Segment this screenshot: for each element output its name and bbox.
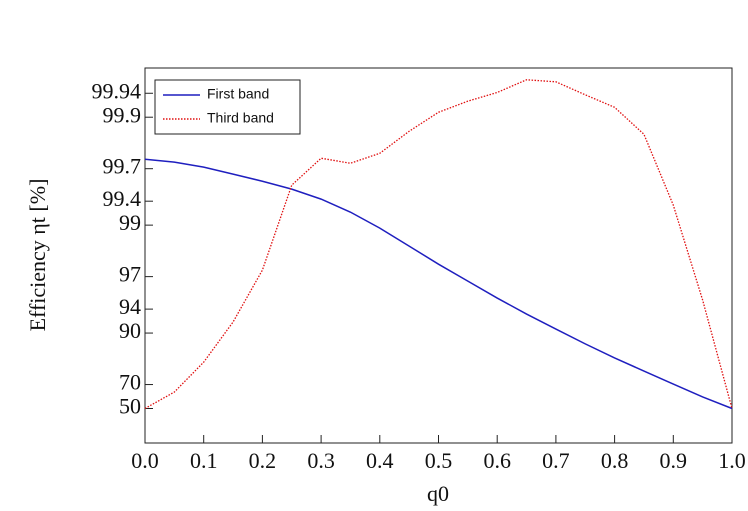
x-tick-label: 0.6 xyxy=(483,448,511,473)
x-axis-label: q0 xyxy=(427,481,449,506)
x-tick-label: 0.8 xyxy=(601,448,629,473)
y-tick-label: 99 xyxy=(119,210,141,235)
y-tick-label: 99.94 xyxy=(92,78,142,103)
y-tick-label: 97 xyxy=(119,262,141,287)
x-tick-label: 0.0 xyxy=(131,448,159,473)
x-tick-label: 0.7 xyxy=(542,448,570,473)
y-tick-label: 99.4 xyxy=(103,186,142,211)
legend-label: Third band xyxy=(207,110,274,126)
x-tick-label: 0.4 xyxy=(366,448,394,473)
legend-label: First band xyxy=(207,86,269,102)
y-tick-label: 99.9 xyxy=(103,102,142,127)
x-tick-label: 1.0 xyxy=(718,448,746,473)
x-tick-label: 0.3 xyxy=(307,448,335,473)
y-tick-label: 70 xyxy=(119,370,141,395)
series-line xyxy=(144,79,733,410)
y-tick-label: 50 xyxy=(119,394,141,419)
x-tick-label: 0.1 xyxy=(190,448,218,473)
series-line xyxy=(144,158,733,410)
x-tick-label: 0.9 xyxy=(660,448,688,473)
y-tick-label: 94 xyxy=(119,294,141,319)
y-tick-label: 99.7 xyxy=(103,154,142,179)
y-axis-label: Efficiency ηt [%] xyxy=(25,179,50,332)
legend-box xyxy=(154,79,301,135)
y-tick-label: 90 xyxy=(119,318,141,343)
x-tick-label: 0.5 xyxy=(425,448,453,473)
x-tick-label: 0.2 xyxy=(249,448,277,473)
